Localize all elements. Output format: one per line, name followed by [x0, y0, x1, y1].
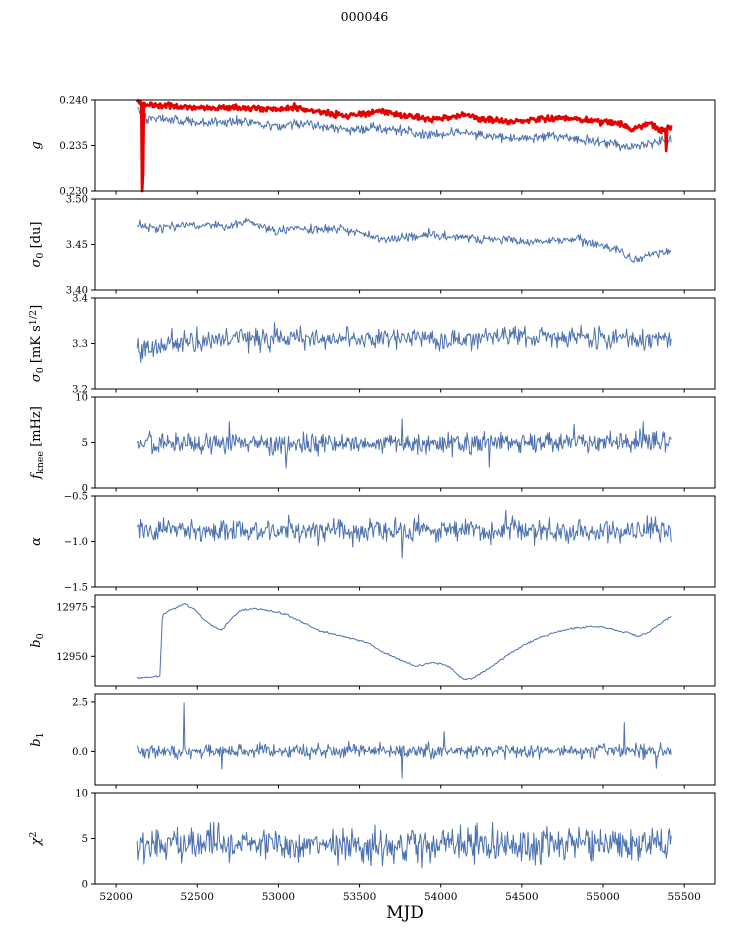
y-tick-label: 3.50: [66, 195, 88, 206]
y-tick-label: 3.3: [72, 339, 88, 350]
x-tick-label: 52000: [99, 891, 132, 903]
y-axis-label-alpha: α: [29, 537, 44, 546]
x-tick-label: 53000: [262, 891, 295, 903]
y-tick-label: 0: [82, 484, 88, 495]
y-tick-label: −1.5: [64, 583, 88, 594]
y-tick-label: 10: [75, 393, 88, 404]
y-tick-label: −1.0: [64, 537, 88, 548]
panel-b1: 0.0 2.5 b1: [29, 693, 716, 789]
y-tick-label: 3.45: [66, 240, 88, 251]
y-axis-label-g: g: [29, 141, 44, 149]
y-axis-label-b1: b1: [29, 732, 46, 746]
panel-chi2: 0 5 10 52000 52500 53000 53500 54000 54500 55000 5…: [28, 789, 716, 903]
x-axis-label: MJD: [386, 903, 424, 923]
series-chi2: [136, 821, 672, 869]
y-tick-label: 3.40: [66, 286, 88, 297]
x-tick-label: 53500: [343, 891, 376, 903]
y-tick-label: 3.2: [72, 385, 88, 396]
y-axis-label-b0: b0: [29, 633, 46, 647]
y-axis-label-sigma0-du: σ0 [du]: [29, 222, 46, 268]
x-tick-label: 55000: [586, 891, 619, 903]
series-sigma0-mK: [136, 322, 672, 363]
y-tick-label: 0.240: [59, 96, 88, 107]
series-alpha: [136, 510, 672, 559]
series-sigma0-du: [136, 217, 672, 263]
panel-sigma0-du: 3.40 3.45 3.50 σ0 [du]: [29, 195, 716, 297]
y-tick-label: 0.0: [72, 747, 88, 758]
figure-title: 000046: [340, 9, 389, 24]
panel-fknee: 0 5 10 fknee [mHz]: [29, 393, 716, 495]
series-g-blue: [137, 107, 672, 152]
panel-g: 0.230 0.235 0.240 g: [29, 96, 716, 198]
series-fknee: [136, 418, 672, 469]
y-tick-label: 12975: [56, 602, 88, 613]
y-tick-label: 0.235: [59, 141, 88, 152]
x-tick-label: 55500: [667, 891, 700, 903]
series-b0: [136, 602, 672, 681]
x-tick-label: 54000: [424, 891, 457, 903]
series-b1: [136, 702, 672, 779]
panel-alpha: −1.5 −1.0 −0.5 α: [29, 492, 716, 594]
series-g-red: [135, 99, 673, 193]
y-axis-label-chi2: χ2: [28, 832, 44, 847]
x-tick-label: 52500: [181, 891, 214, 903]
y-axis-label-fknee: fknee [mHz]: [29, 406, 46, 480]
panel-b0: 12950 12975 b0: [29, 594, 716, 690]
y-tick-label: 0: [82, 880, 88, 891]
y-tick-label: 3.4: [72, 294, 88, 305]
y-axis-label-sigma0-mK: σ0 [mK s1/2]: [28, 305, 46, 382]
y-tick-label: 5: [82, 834, 88, 845]
y-tick-label: 5: [82, 438, 88, 449]
x-tick-label: 54500: [505, 891, 538, 903]
panel-sigma0-mK: 3.2 3.3 3.4 σ0 [mK s1/2]: [28, 294, 716, 396]
y-tick-label: 10: [75, 789, 88, 800]
y-tick-label: −0.5: [64, 492, 88, 503]
y-tick-label: 2.5: [72, 697, 88, 708]
y-tick-label: 12950: [56, 652, 88, 663]
y-tick-label: 0.230: [59, 187, 88, 198]
